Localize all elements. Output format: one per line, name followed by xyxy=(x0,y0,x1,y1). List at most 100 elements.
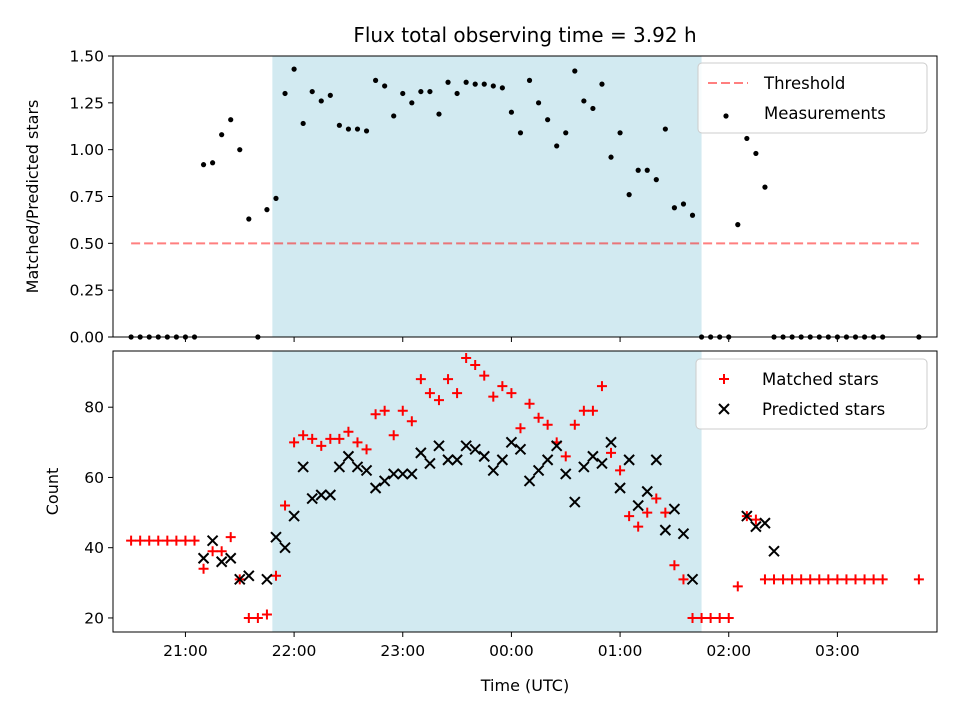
matched-star-point xyxy=(406,416,417,427)
measurement-point xyxy=(635,167,641,173)
measurement-point xyxy=(581,98,587,104)
measurement-point xyxy=(309,88,315,95)
matched-star-point xyxy=(723,612,734,623)
measurement-point xyxy=(273,195,279,201)
measurement-point xyxy=(653,177,659,183)
measurement-point xyxy=(753,150,759,157)
y-tick-label: 0.00 xyxy=(69,329,104,347)
measurement-point xyxy=(210,160,216,166)
matched-star-point xyxy=(615,465,626,476)
y-tick-label: 1.50 xyxy=(69,48,104,66)
measurement-point xyxy=(382,83,388,89)
matched-star-point xyxy=(669,560,680,571)
y-tick-label: 1.00 xyxy=(69,141,104,159)
predicted-star-point xyxy=(369,482,382,494)
measurement-point xyxy=(409,100,415,106)
matched-star-point xyxy=(298,430,309,441)
matched-star-point xyxy=(144,535,155,546)
matched-star-point xyxy=(325,433,336,444)
measurement-point xyxy=(545,117,551,123)
measurement-point xyxy=(318,98,324,104)
measurement-point xyxy=(246,216,252,222)
legend-threshold-label: Threshold xyxy=(763,74,845,93)
predicted-star-point xyxy=(632,499,644,512)
matched-star-point xyxy=(189,535,200,546)
measurement-point xyxy=(499,85,505,91)
matched-star-point xyxy=(171,535,182,546)
measurement-point xyxy=(599,81,605,87)
matched-star-point xyxy=(243,612,254,623)
count-panel: 20 40 60 80 21:00 22:00 23:00 00:00 01:00 02:00 03… xyxy=(84,350,938,660)
predicted-star-point xyxy=(270,531,282,543)
matched-star-point xyxy=(859,574,870,585)
predicted-star-point xyxy=(560,468,572,480)
measurement-point xyxy=(354,126,361,132)
measurement-point xyxy=(264,207,270,213)
measurement-point xyxy=(200,162,207,168)
legend-predicted-swatch xyxy=(718,403,730,415)
matched-star-point xyxy=(705,612,716,623)
measurement-point xyxy=(680,201,687,207)
matched-star-point xyxy=(805,574,816,585)
matched-star-point xyxy=(370,409,381,420)
predicted-star-point xyxy=(686,573,699,586)
matched-star-point xyxy=(252,612,263,623)
matched-star-point xyxy=(769,574,780,585)
predicted-star-point xyxy=(578,461,590,473)
measurement-point xyxy=(626,192,632,198)
legend-measurements-swatch xyxy=(723,113,729,119)
predicted-star-point xyxy=(243,570,255,582)
predicted-star-point xyxy=(659,524,672,536)
predicted-star-point xyxy=(433,440,445,452)
x-tick-label: 22:00 xyxy=(272,642,317,660)
measurement-point xyxy=(300,120,306,127)
predicted-star-point xyxy=(360,464,373,477)
predicted-star-point xyxy=(261,573,273,586)
measurement-point xyxy=(535,100,542,106)
predicted-star-point xyxy=(215,556,228,568)
matched-star-point xyxy=(651,493,662,504)
matched-star-point xyxy=(216,546,227,557)
measurement-point xyxy=(472,81,478,87)
measurement-point xyxy=(445,79,451,85)
matched-star-point xyxy=(497,381,508,392)
matched-star-point xyxy=(433,395,444,406)
predicted-star-point xyxy=(532,464,545,477)
matched-star-point xyxy=(877,574,888,585)
x-tick-label: 21:00 xyxy=(163,642,208,660)
matched-star-point xyxy=(714,612,725,623)
matched-star-point xyxy=(126,535,137,546)
matched-star-point xyxy=(759,574,770,585)
predicted-star-point xyxy=(514,443,527,456)
predicted-star-point xyxy=(596,457,608,470)
predicted-star-point xyxy=(324,489,337,501)
axes-frame xyxy=(112,350,938,633)
matched-star-point xyxy=(633,521,644,532)
matched-star-point xyxy=(868,574,879,585)
x-tick-label: 00:00 xyxy=(489,642,534,660)
ratio-panel: 0.00 0.25 0.50 0.75 1.00 1.25 1.50 Threshold Mea… xyxy=(69,48,938,347)
predicted-star-point xyxy=(406,468,418,480)
predicted-star-point xyxy=(351,461,364,473)
x-tick-label: 03:00 xyxy=(815,642,860,660)
predicted-star-point xyxy=(315,489,327,501)
predicted-star-point xyxy=(451,454,463,466)
measurement-point xyxy=(291,66,297,72)
predicted-star-point xyxy=(668,503,681,515)
observing-window-span xyxy=(272,56,702,337)
predicted-star-point xyxy=(750,520,762,533)
y-tick-label: 80 xyxy=(84,399,104,417)
measurement-point xyxy=(427,88,433,95)
predicted-star-point xyxy=(641,485,653,498)
y-tick-label: 20 xyxy=(84,609,104,627)
matched-star-point xyxy=(488,391,499,402)
matched-star-point xyxy=(479,370,490,381)
matched-star-point xyxy=(569,419,580,430)
matched-star-point xyxy=(533,412,544,423)
predicted-star-point xyxy=(469,443,481,456)
measurement-point xyxy=(237,147,243,153)
observing-window-span xyxy=(272,351,702,632)
matched-star-point xyxy=(280,500,291,511)
matched-star-point xyxy=(162,535,173,546)
